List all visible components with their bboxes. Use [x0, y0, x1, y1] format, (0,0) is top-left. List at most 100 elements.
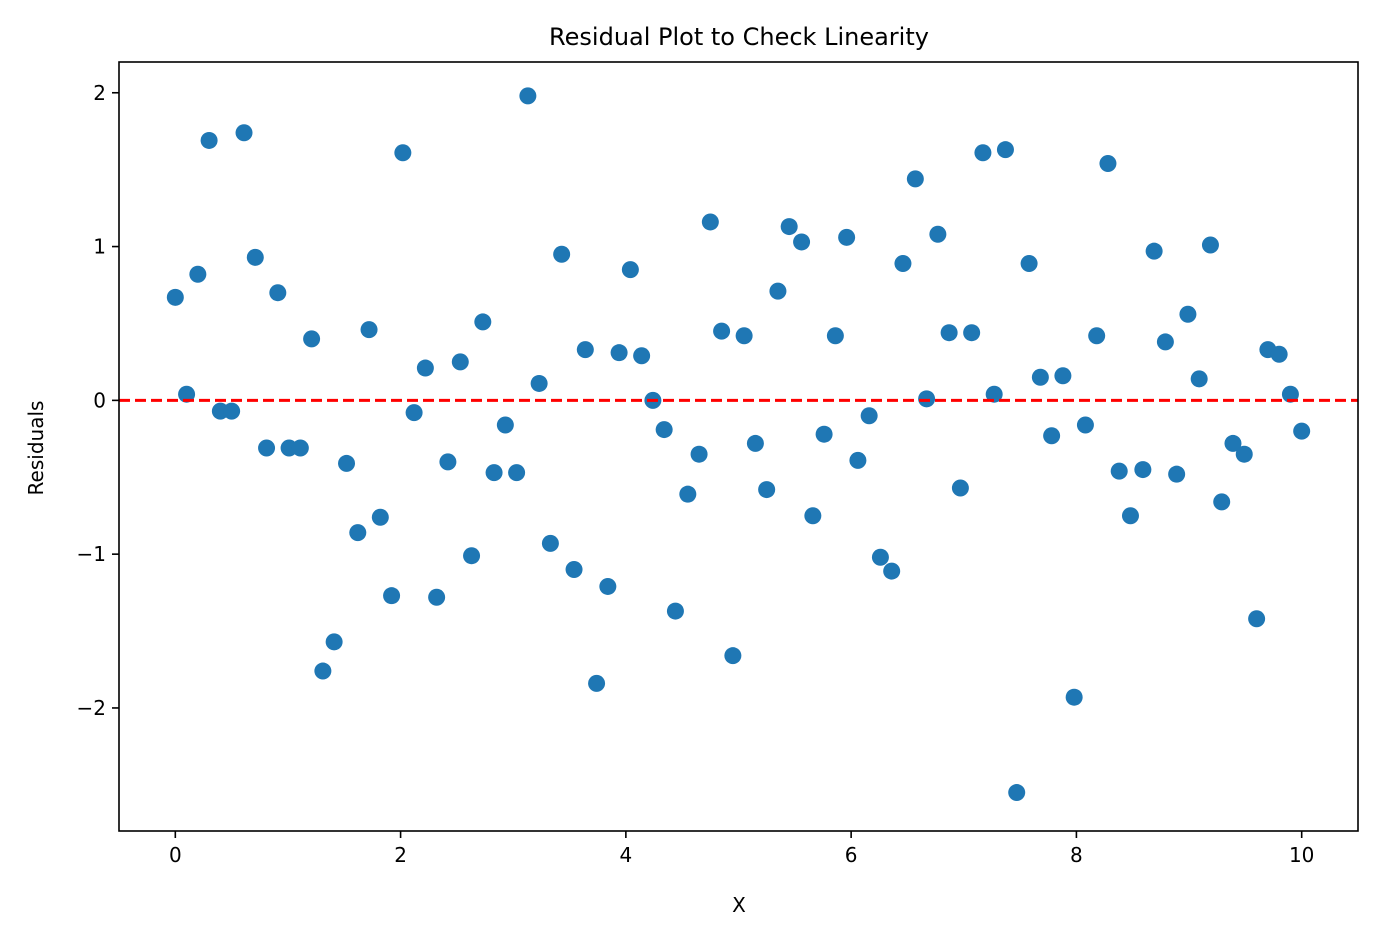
- data-point: [655, 421, 673, 439]
- data-point: [815, 425, 833, 443]
- data-point: [314, 662, 332, 680]
- data-point: [666, 602, 684, 620]
- data-point: [1008, 784, 1026, 802]
- data-point: [1043, 427, 1061, 445]
- x-tick-label: 8: [1070, 843, 1083, 867]
- data-point: [394, 144, 412, 162]
- data-point: [793, 233, 811, 251]
- data-point: [1293, 422, 1311, 440]
- data-point: [1179, 305, 1197, 323]
- data-point: [1054, 367, 1072, 385]
- chart-title: Residual Plot to Check Linearity: [549, 23, 929, 51]
- data-point: [463, 547, 481, 565]
- data-point: [1224, 434, 1242, 452]
- data-point: [599, 577, 617, 595]
- data-point: [974, 144, 992, 162]
- data-point: [1248, 610, 1266, 628]
- data-point: [610, 344, 628, 362]
- data-point: [565, 561, 583, 579]
- data-point: [894, 254, 912, 272]
- data-point: [1235, 445, 1253, 463]
- data-point: [1121, 507, 1139, 525]
- data-point: [804, 507, 822, 525]
- y-tick-label: −1: [77, 542, 106, 566]
- data-point: [303, 330, 321, 348]
- data-point: [291, 439, 309, 457]
- data-point: [1110, 462, 1128, 480]
- data-point: [416, 359, 434, 377]
- data-point: [553, 245, 571, 263]
- y-axis-label: Residuals: [24, 401, 48, 496]
- data-point: [519, 87, 537, 105]
- data-point: [1020, 254, 1038, 272]
- data-point: [371, 508, 389, 526]
- x-tick-label: 10: [1289, 843, 1314, 867]
- data-point: [918, 390, 936, 408]
- data-point: [940, 324, 958, 342]
- data-point: [269, 284, 287, 302]
- data-point: [1134, 461, 1152, 479]
- y-tick-label: 1: [93, 235, 106, 259]
- data-point: [996, 141, 1014, 159]
- data-point: [1065, 688, 1083, 706]
- data-point: [1270, 345, 1288, 363]
- data-point: [383, 587, 401, 605]
- data-point: [963, 324, 981, 342]
- data-point: [713, 322, 731, 340]
- x-tick-label: 2: [394, 843, 407, 867]
- data-point: [985, 385, 1003, 403]
- data-point: [439, 453, 457, 471]
- data-point: [849, 451, 867, 469]
- data-point: [690, 445, 708, 463]
- data-point: [496, 416, 514, 434]
- data-point: [860, 407, 878, 425]
- data-point: [541, 534, 559, 552]
- data-point: [724, 647, 742, 665]
- data-point: [1145, 242, 1163, 260]
- data-point: [258, 439, 276, 457]
- data-point: [235, 124, 253, 142]
- data-point: [871, 548, 889, 566]
- data-point: [166, 288, 184, 306]
- plot-area: 0 2 4 6 8 10 −2 −1 0 1 2: [77, 61, 1359, 867]
- data-point: [588, 674, 606, 692]
- data-point: [1168, 465, 1186, 483]
- data-point: [178, 385, 196, 403]
- data-point: [780, 218, 798, 236]
- data-point: [349, 524, 367, 542]
- data-point: [1201, 236, 1219, 254]
- data-point: [735, 327, 753, 345]
- data-point: [838, 228, 856, 246]
- data-point: [474, 313, 492, 331]
- data-point: [1281, 385, 1299, 403]
- x-tick-label: 0: [169, 843, 182, 867]
- x-tick-label: 4: [619, 843, 632, 867]
- data-point: [189, 265, 207, 283]
- data-point: [451, 353, 469, 371]
- data-point: [1031, 368, 1049, 386]
- data-point: [883, 562, 901, 580]
- data-point: [405, 404, 423, 422]
- data-point: [360, 321, 378, 339]
- y-tick-label: −2: [77, 696, 106, 720]
- data-point: [485, 464, 503, 482]
- x-tick-label: 6: [845, 843, 858, 867]
- data-point: [746, 434, 764, 452]
- data-point: [951, 479, 969, 497]
- data-point: [906, 170, 924, 188]
- data-point: [325, 633, 343, 651]
- data-point: [338, 454, 356, 472]
- data-point: [508, 464, 526, 482]
- data-point: [633, 347, 651, 365]
- data-point: [530, 374, 548, 392]
- data-point: [223, 402, 241, 420]
- data-point: [1156, 333, 1174, 351]
- data-point: [1213, 493, 1231, 511]
- data-point: [1099, 155, 1117, 173]
- axes-frame: [118, 61, 1359, 832]
- data-point: [769, 282, 787, 300]
- data-point: [428, 588, 446, 606]
- x-axis-label: X: [732, 893, 746, 917]
- data-point: [758, 481, 776, 499]
